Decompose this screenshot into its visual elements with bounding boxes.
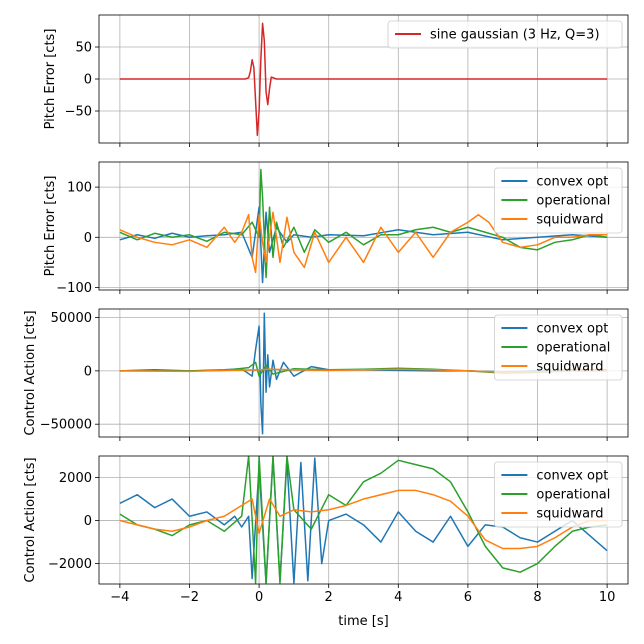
chart-0-legend-label-0: sine gaussian (3 Hz, Q=3) [430,28,600,43]
chart-2-ytick-label-0: −50000 [40,418,92,433]
chart-1-series-convex-opt [119,206,608,284]
chart-3-xtick-label-4: 4 [394,590,402,605]
chart-0-ytick-label-2: 50 [75,41,92,56]
chart-3-xtick-label-0: −4 [110,590,129,605]
chart-3-ytick-label-0: −2000 [48,557,92,572]
chart-1-ytick-label-1: 0 [84,231,92,246]
chart-1-ytick-label-2: 100 [67,181,92,196]
chart-1-frame [98,161,629,291]
chart-2-panel: −50000 0 50000 Control Action [cts] convex o… [23,308,629,441]
chart-3-legend: convex opt operational squidward [493,461,623,528]
chart-3-xtick-label-1: −2 [180,590,199,605]
chart-0-ytick-label-0: −50 [65,105,92,120]
chart-3-ytick-label-2: 2000 [59,471,92,486]
chart-3-legend-label-0: convex opt [536,469,608,484]
chart-2-legend-label-0: convex opt [536,322,608,337]
chart-1-legend-label-0: convex opt [536,175,608,190]
chart-2-legend-box [493,314,623,381]
chart-3-xtick-label-2: 0 [255,590,263,605]
chart-3-panel: −4 −2 0 2 4 6 8 10 −2000 0 2000 Control Action [cts… [23,455,629,629]
chart-3-ytick-label-1: 0 [84,514,92,529]
chart-1-series-squidward [119,211,608,274]
chart-1-panel: −100 0 100 Pitch Error [cts] convex opt opera… [43,161,629,296]
chart-0-series-sine-gaussian-3-hz-q-3 [119,22,608,137]
chart-0-ylabel: Pitch Error [cts] [43,29,58,130]
chart-2-ytick-label-2: 50000 [51,311,92,326]
chart-3-legend-label-2: squidward [536,507,603,522]
chart-3-xtick-label-3: 2 [325,590,333,605]
chart-3-xlabel: time [s] [338,614,388,629]
chart-3-series-squidward [119,489,608,550]
chart-0-panel: −50 0 50 Pitch Error [cts] sine gaussian (3 … [43,14,629,147]
chart-1-legend: convex opt operational squidward [493,167,623,234]
chart-3-ylabel: Control Action [cts] [23,457,38,582]
chart-2-ytick-label-1: 0 [84,364,92,379]
chart-3-frame [98,455,629,585]
chart-1-ytick-label-0: −100 [56,281,92,296]
chart-3-legend-box [493,461,623,528]
chart-3-series-operational [119,456,608,584]
chart-2-legend-label-2: squidward [536,360,603,375]
chart-2-legend: convex opt operational squidward [493,314,623,381]
chart-1-legend-label-2: squidward [536,213,603,228]
chart-3-xtick-label-7: 10 [599,590,616,605]
chart-1-series-group [119,168,608,284]
chart-1-series-operational [119,168,608,279]
chart-2-frame [98,308,629,438]
chart-1-ylabel: Pitch Error [cts] [43,176,58,277]
chart-0-ytick-label-1: 0 [84,73,92,88]
chart-3-xtick-label-6: 8 [533,590,541,605]
chart-3-xtick-label-5: 6 [464,590,472,605]
chart-0-series-group [119,22,608,137]
chart-1-legend-box [493,167,623,234]
chart-0-legend: sine gaussian (3 Hz, Q=3) [387,20,623,49]
chart-2-legend-label-1: operational [536,341,610,356]
chart-2-ylabel: Control Action [cts] [23,310,38,435]
chart-1-legend-label-1: operational [536,194,610,209]
chart-3-legend-label-1: operational [536,488,610,503]
chart-0-legend-box [387,20,623,49]
